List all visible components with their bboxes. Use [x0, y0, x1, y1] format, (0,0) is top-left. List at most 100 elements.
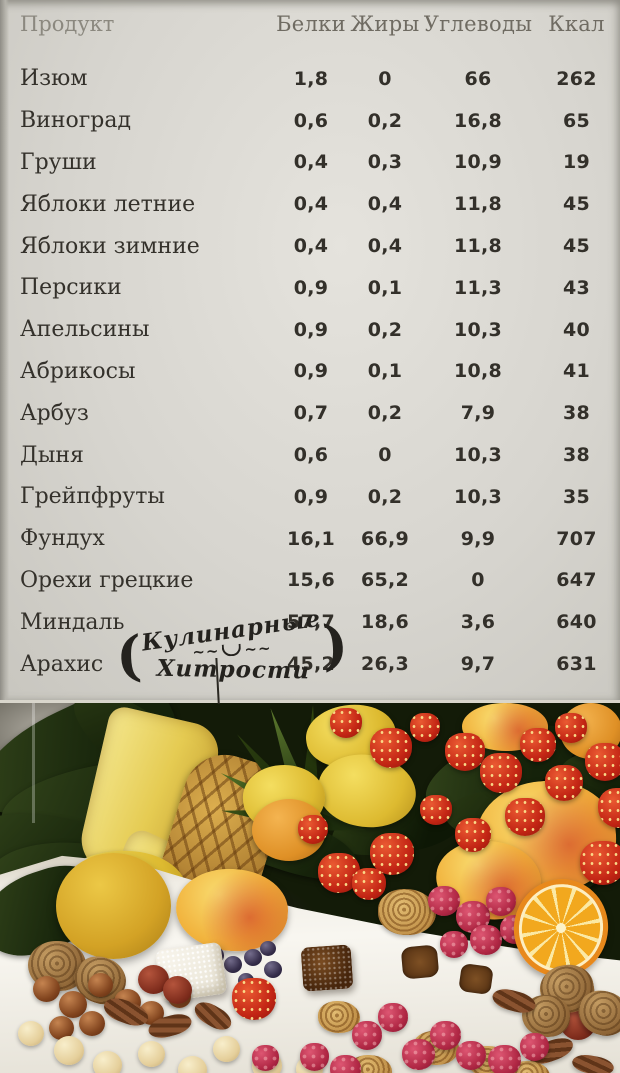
strawberry — [585, 743, 620, 781]
table-row: Апельсины 0,9 0,2 10,3 40 — [0, 309, 620, 351]
nutrient-value: 10,8 — [453, 360, 503, 383]
strawberry — [505, 798, 545, 836]
macadamia — [213, 1036, 240, 1062]
table-row: Арахис 45,2 26,3 9,7 631 — [0, 643, 620, 685]
hazelnut — [33, 976, 60, 1002]
table-row: Яблоки летние 0,4 0,4 11,8 45 — [0, 183, 620, 225]
turkish-delight — [386, 933, 454, 990]
nutrient-value: 66 — [464, 67, 492, 90]
nutrient-value: 16,1 — [286, 527, 336, 550]
raspberry — [378, 1003, 408, 1032]
nutrient-value: 707 — [556, 527, 597, 550]
strawberry — [232, 978, 276, 1020]
product-name: Фундух — [20, 526, 105, 552]
raspberry — [402, 1039, 435, 1070]
table-header: Продукт Белки Жиры Углеводы Ккал — [0, 0, 620, 58]
nutrient-value: 43 — [562, 276, 591, 299]
nutrient-value: 65,2 — [360, 569, 410, 592]
nutrient-value: 0,2 — [367, 109, 403, 132]
product-name: Арахис — [20, 651, 104, 677]
column-header-product: Продукт — [20, 12, 115, 36]
hazelnut — [88, 973, 113, 997]
strawberry — [445, 733, 485, 771]
pecan-nut — [163, 976, 192, 1004]
table-row: Яблоки зимние 0,4 0,4 11,8 45 — [0, 225, 620, 267]
product-name: Грейпфруты — [20, 484, 165, 510]
product-name: Арбуз — [20, 400, 89, 426]
table-row: Миндаль 57,7 18,6 3,6 640 — [0, 601, 620, 643]
product-name: Яблоки зимние — [20, 233, 200, 259]
nutrient-value: 0,7 — [293, 402, 329, 425]
table-body: Изюм 1,8 0 66 262 Виноград 0,6 0,2 16,8 65 Груши 0,… — [0, 58, 620, 685]
nutrient-value: 57,7 — [286, 611, 336, 634]
paper-edge — [0, 0, 9, 700]
nutrient-value: 10,3 — [453, 318, 503, 341]
nutrient-value: 0,9 — [293, 485, 329, 508]
product-name: Груши — [20, 149, 97, 175]
product-name: Апельсины — [20, 317, 150, 343]
raspberry — [252, 1045, 279, 1071]
table-row: Грейпфруты 0,9 0,2 10,3 35 — [0, 476, 620, 518]
nutrient-value: 0 — [378, 444, 392, 467]
product-name: Яблоки летние — [20, 191, 196, 217]
nutrient-value: 0,3 — [367, 151, 403, 174]
chocolate-cube — [300, 944, 354, 992]
product-name: Виноград — [20, 108, 132, 134]
product-name: Персики — [20, 275, 122, 301]
strawberry — [370, 728, 412, 768]
nutrient-value: 0 — [378, 67, 392, 90]
raspberry — [470, 925, 502, 955]
table-row: Персики 0,9 0,1 11,3 43 — [0, 267, 620, 309]
nutrition-table: Продукт Белки Жиры Углеводы Ккал Изюм 1,8… — [0, 0, 620, 704]
nutrient-value: 0,1 — [367, 360, 403, 383]
nutrient-value: 11,8 — [453, 235, 503, 258]
nutrient-value: 45,2 — [286, 653, 336, 676]
table-row: Груши 0,4 0,3 10,9 19 — [0, 142, 620, 184]
raspberry — [520, 1033, 549, 1061]
nutrient-value: 45 — [562, 235, 591, 258]
nutrient-value: 0,9 — [293, 276, 329, 299]
hazelnut — [79, 1011, 105, 1036]
nutrient-value: 0,6 — [293, 109, 329, 132]
watermark-paren-close: ) — [320, 612, 350, 678]
nutrient-value: 0,2 — [367, 402, 403, 425]
nutrient-value: 10,9 — [453, 151, 503, 174]
strawberry — [352, 868, 386, 900]
table-row: Арбуз 0,7 0,2 7,9 38 — [0, 392, 620, 434]
strawberry — [330, 708, 362, 738]
table-row: Виноград 0,6 0,2 16,8 65 — [0, 100, 620, 142]
nutrient-value: 16,8 — [453, 109, 503, 132]
table-row: Фундух 16,1 66,9 9,9 707 — [0, 518, 620, 560]
table-row: Дыня 0,6 0 10,3 38 — [0, 434, 620, 476]
nutrient-value: 9,9 — [460, 527, 496, 550]
nutrient-value: 9,7 — [460, 653, 496, 676]
nutrient-value: 262 — [556, 67, 597, 90]
nutrient-value: 15,6 — [286, 569, 336, 592]
macadamia — [18, 1021, 44, 1046]
product-name: Изюм — [20, 66, 88, 92]
strawberry — [298, 815, 328, 844]
product-name: Абрикосы — [20, 358, 136, 384]
column-header-fat: Жиры — [350, 12, 420, 36]
product-name: Орехи грецкие — [20, 567, 194, 593]
walnut-kernel — [378, 889, 436, 935]
nutrient-value: 41 — [562, 360, 591, 383]
nutrient-value: 19 — [562, 151, 591, 174]
strawberry — [480, 753, 522, 793]
raspberry — [486, 887, 516, 916]
nutrient-value: 65 — [562, 109, 591, 132]
grapefruit — [56, 853, 171, 959]
product-name: Дыня — [20, 442, 84, 468]
nutrient-value: 11,8 — [453, 193, 503, 216]
strawberry — [410, 713, 440, 742]
blueberry — [244, 949, 262, 966]
strawberry — [555, 713, 587, 743]
table-row: Орехи грецкие 15,6 65,2 0 647 — [0, 560, 620, 602]
column-header-carbs: Углеводы — [423, 12, 533, 36]
macadamia — [178, 1056, 207, 1073]
nutrient-value: 0 — [471, 569, 485, 592]
strawberry — [580, 841, 620, 885]
nutrient-value: 0,2 — [367, 318, 403, 341]
watermark-paren-open: ( — [114, 622, 144, 689]
